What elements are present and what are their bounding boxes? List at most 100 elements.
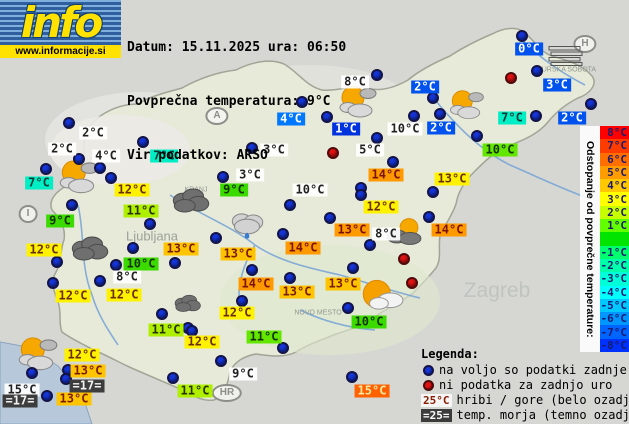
station-dot-blue bbox=[423, 211, 435, 223]
station-temp-label: 3°C bbox=[236, 168, 264, 182]
station-temp-label: 7°C bbox=[498, 111, 526, 125]
station-temp-label: =17= bbox=[2, 394, 38, 408]
weather-icon-sun-clouds bbox=[13, 336, 61, 371]
weather-icon-dark-cloud bbox=[68, 235, 110, 261]
station-temp-label: 2°C bbox=[427, 121, 455, 135]
scale-band: 4°C bbox=[600, 179, 629, 193]
station-temp-label: 12°C bbox=[26, 243, 62, 257]
station-temp-label: 2°C bbox=[48, 142, 76, 156]
station-dot-blue bbox=[530, 110, 542, 122]
station-temp-label: 1°C bbox=[332, 122, 360, 136]
scale-band: -2°C bbox=[600, 258, 629, 273]
station-temp-label: 12°C bbox=[363, 200, 399, 214]
logo-stripes: info bbox=[0, 0, 121, 45]
logo-url-link[interactable]: www.informacije.si bbox=[0, 45, 121, 58]
station-dot-blue bbox=[346, 371, 358, 383]
station-temp-label: 7°C bbox=[150, 149, 178, 163]
station-dot-blue bbox=[156, 308, 168, 320]
header-source: Vir podatkov: ARSO bbox=[127, 148, 268, 163]
station-temp-label: 0°C bbox=[515, 42, 543, 56]
station-dot-blue bbox=[355, 189, 367, 201]
station-dot-blue bbox=[387, 156, 399, 168]
station-dot-blue bbox=[277, 342, 289, 354]
station-dot-blue bbox=[296, 96, 308, 108]
weather-icon-fog bbox=[548, 45, 584, 67]
station-dot-blue bbox=[321, 111, 333, 123]
station-temp-label: 5°C bbox=[356, 143, 384, 157]
legend-rows: na voljo so podatki zadnje ureni podatka… bbox=[421, 363, 629, 423]
station-temp-label: 12°C bbox=[219, 306, 255, 320]
country-sign-hr: HR bbox=[211, 384, 243, 402]
station-dot-blue bbox=[471, 130, 483, 142]
scale-band: 7°C bbox=[600, 139, 629, 153]
weather-icon-sun-clouds bbox=[54, 159, 102, 194]
station-temp-label: 12°C bbox=[106, 288, 142, 302]
station-temp-label: 15°C bbox=[354, 384, 390, 398]
station-dot-blue bbox=[167, 372, 179, 384]
city-label: MURSKA SOBOTA bbox=[535, 66, 597, 74]
station-dot-blue bbox=[127, 242, 139, 254]
station-temp-label: 13°C bbox=[220, 247, 256, 261]
scale-band: 5°C bbox=[600, 165, 629, 180]
header-date: Datum: 15.11.2025 ura: 06:50 bbox=[127, 40, 347, 55]
station-dot-blue bbox=[427, 92, 439, 104]
station-dot-blue bbox=[277, 228, 289, 240]
scale-title: Odstopanje od povprečne temperature: bbox=[584, 140, 596, 338]
station-dot-blue bbox=[364, 239, 376, 251]
station-temp-label: 15°C bbox=[4, 383, 40, 397]
station-dot-blue bbox=[144, 218, 156, 230]
station-temp-label: 12°C bbox=[114, 183, 150, 197]
legend-item: =25= temp. morja (temno ozadje) bbox=[421, 408, 629, 422]
station-temp-label: 13°C bbox=[325, 277, 361, 291]
scale-band: -8°C bbox=[600, 338, 629, 353]
legend-mountain-chip: 25°C bbox=[421, 394, 452, 407]
station-temp-label: 10°C bbox=[387, 122, 423, 136]
station-temp-label: 9°C bbox=[220, 183, 248, 197]
legend-item: na voljo so podatki zadnje ure bbox=[421, 363, 629, 378]
station-temp-label: 13°C bbox=[70, 364, 106, 378]
station-temp-label: 11°C bbox=[123, 204, 159, 218]
station-temp-label: 10°C bbox=[123, 257, 159, 271]
scale-band: 1°C bbox=[600, 219, 629, 233]
country-sign-h: H bbox=[573, 35, 597, 53]
country-sign-i: I bbox=[18, 205, 38, 223]
scale-band: -5°C bbox=[600, 298, 629, 313]
station-dot-blue bbox=[531, 65, 543, 77]
legend-item: ni podatka za zadnjo uro bbox=[421, 378, 629, 393]
station-dot-blue bbox=[347, 262, 359, 274]
station-dot-blue bbox=[217, 171, 229, 183]
scale-band: -6°C bbox=[600, 312, 629, 326]
station-dot-blue bbox=[110, 259, 122, 271]
station-temp-label: 2°C bbox=[79, 126, 107, 140]
scale-band bbox=[600, 232, 629, 246]
deviation-scale: Odstopanje od povprečne temperature: 8°C… bbox=[580, 126, 629, 353]
station-temp-label: 13°C bbox=[163, 242, 199, 256]
station-dot-blue bbox=[427, 186, 439, 198]
map-header: Datum: 15.11.2025 ura: 06:50 Povprečna t… bbox=[127, 3, 346, 201]
station-temp-label: 9°C bbox=[46, 214, 74, 228]
station-dot-blue bbox=[324, 212, 336, 224]
station-dot-red bbox=[406, 277, 418, 289]
station-dot-blue bbox=[51, 256, 63, 268]
scale-band: 8°C bbox=[600, 126, 629, 140]
legend: Legenda: na voljo so podatki zadnje uren… bbox=[421, 347, 629, 423]
station-temp-label: 14°C bbox=[431, 223, 467, 237]
station-dot-blue bbox=[516, 30, 528, 42]
station-dot-blue bbox=[60, 373, 72, 385]
station-dot-blue bbox=[408, 110, 420, 122]
scale-band: 2°C bbox=[600, 205, 629, 220]
scale-band: -1°C bbox=[600, 245, 629, 259]
header-average-temp: Povprečna temperatura: 9°C bbox=[127, 94, 331, 109]
weather-icon-sun-clouds bbox=[445, 89, 487, 120]
site-logo[interactable]: info www.informacije.si bbox=[0, 0, 121, 58]
station-dot-blue bbox=[94, 162, 106, 174]
station-temp-label: 14°C bbox=[285, 241, 321, 255]
station-temp-label: 8°C bbox=[113, 270, 141, 284]
station-dot-blue bbox=[434, 108, 446, 120]
station-dot-blue bbox=[210, 232, 222, 244]
station-temp-label: 2°C bbox=[558, 111, 586, 125]
station-temp-label: 4°C bbox=[92, 149, 120, 163]
station-temp-label: 9°C bbox=[229, 367, 257, 381]
station-dot-blue bbox=[73, 153, 85, 165]
station-temp-label: 12°C bbox=[55, 289, 91, 303]
